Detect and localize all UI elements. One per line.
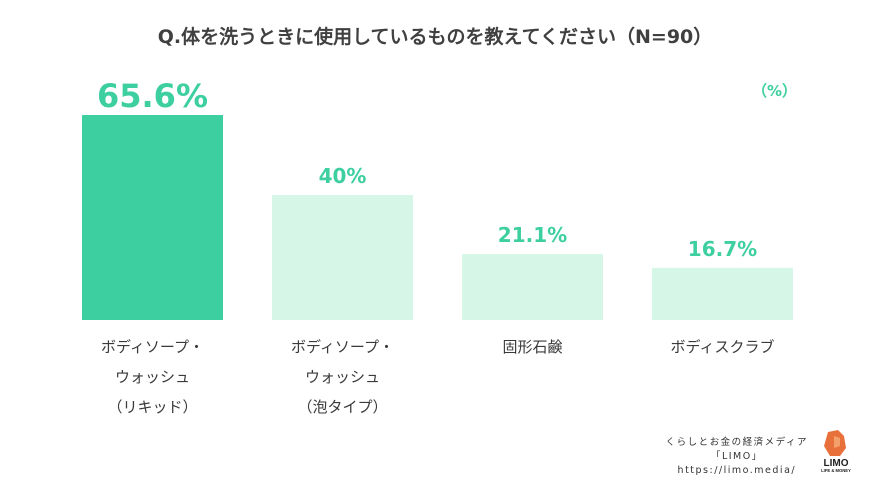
brand-tagline: くらしとお金の経済メディア [665,437,808,448]
chart-title: Q.体を洗うときに使用しているものを教えてください（N=90） [157,26,713,48]
value-label-2: 40% [319,164,367,188]
unit-label: （%） [752,82,798,100]
bar-4 [652,267,793,320]
value-label-1: 65.6% [97,77,208,115]
category-label-line: （リキッド） [107,398,198,416]
brand-url: https://limo.media/ [677,465,797,476]
branding-text: くらしとお金の経済メディア 「LIMO」 https://limo.media/ [666,436,808,478]
bar-1 [82,115,223,320]
category-label-line: ボディスクラブ [670,338,775,356]
value-label-4: 16.7% [688,237,757,261]
brand-name: 「LIMO」 [710,451,763,462]
category-label-line: 固形石鹸 [502,338,563,356]
category-label-line: （泡タイプ） [297,398,388,416]
category-label-line: ボディソープ・ [290,338,395,356]
value-label-3: 21.1% [498,223,567,247]
category-label-2: ボディソープ・ ウォッシュ （泡タイプ） [258,332,428,422]
logo-subtext: LIFE & MONEY [821,468,851,473]
category-label-line: ウォッシュ [114,368,190,386]
bar-2 [272,195,413,320]
category-label-line: ウォッシュ [304,368,380,386]
bar-3 [462,254,603,320]
category-label-4: ボディスクラブ [638,332,808,362]
limo-logo-icon: LIMO LIFE & MONEY [821,430,851,473]
category-label-line: ボディソープ・ [100,338,205,356]
category-label-1: ボディソープ・ ウォッシュ （リキッド） [68,332,238,422]
logo-text: LIMO [824,458,849,469]
category-label-3: 固形石鹸 [448,332,618,362]
